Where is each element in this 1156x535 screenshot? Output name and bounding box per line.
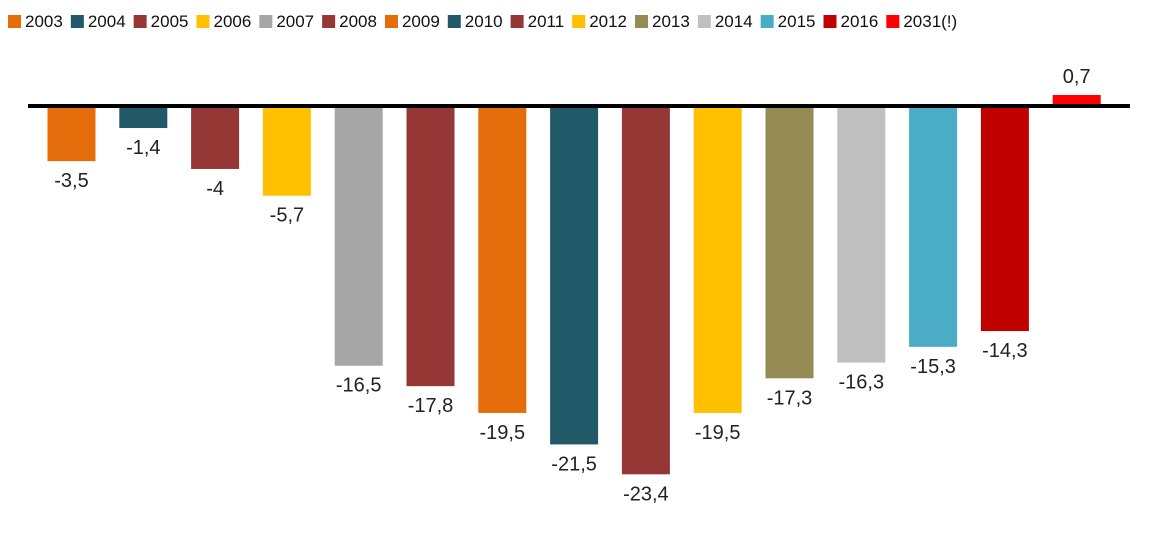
legend-label: 2009 — [402, 12, 440, 31]
legend-item-2010: 2010 — [448, 12, 503, 31]
data-label-2016: -14,3 — [982, 340, 1028, 362]
legend-item-2015: 2015 — [761, 12, 816, 31]
data-label-2011: -23,4 — [623, 483, 669, 505]
legend-label: 2012 — [589, 12, 627, 31]
data-label-2003: -3,5 — [54, 170, 88, 192]
bar-2008 — [407, 106, 455, 386]
legend-item-2008: 2008 — [322, 12, 377, 31]
legend-item-2005: 2005 — [134, 12, 189, 31]
data-label-2014: -16,3 — [839, 372, 885, 394]
chart-legend: 2003 2004 2005 2006 2007 2008 2009 2010 2011 2012… — [8, 12, 957, 31]
legend-item-2016: 2016 — [824, 12, 879, 31]
data-label-2009: -19,5 — [480, 422, 526, 444]
legend-label: 2014 — [715, 12, 753, 31]
data-label-2015: -15,3 — [910, 356, 956, 378]
bars-group — [48, 95, 1101, 474]
legend-item-2003: 2003 — [8, 12, 63, 31]
legend-label: 2004 — [88, 12, 126, 31]
bar-2012 — [694, 106, 742, 413]
legend-swatch — [448, 15, 461, 28]
legend-swatch — [698, 15, 711, 28]
data-label-2012: -19,5 — [695, 422, 741, 444]
bar-2005 — [191, 106, 239, 169]
bar-2006 — [263, 106, 311, 196]
legend-item-2013: 2013 — [635, 12, 690, 31]
bar-2009 — [478, 106, 526, 413]
legend-label: 2007 — [276, 12, 314, 31]
legend-label: 2015 — [778, 12, 816, 31]
data-label-2013: -17,3 — [767, 387, 813, 409]
legend-label: 2008 — [339, 12, 377, 31]
bar-2007 — [335, 106, 383, 366]
legend-swatch — [635, 15, 648, 28]
legend-label: 2011 — [528, 12, 565, 31]
data-label-2031: 0,7 — [1063, 66, 1091, 88]
legend-swatch — [322, 15, 335, 28]
legend-swatch — [761, 15, 774, 28]
data-label-2007: -16,5 — [336, 375, 382, 397]
legend-swatch — [259, 15, 272, 28]
data-label-2008: -17,8 — [408, 395, 454, 417]
legend-item-2031: 2031(!) — [886, 12, 957, 31]
bar-2013 — [766, 106, 814, 378]
bar-2011 — [622, 106, 670, 474]
bar-2004 — [119, 106, 167, 128]
legend-item-2014: 2014 — [698, 12, 753, 31]
legend-swatch — [572, 15, 585, 28]
data-label-2005: -4 — [206, 178, 224, 200]
bar-2010 — [550, 106, 598, 444]
legend-label: 2006 — [213, 12, 251, 31]
legend-item-2009: 2009 — [385, 12, 440, 31]
legend-item-2007: 2007 — [259, 12, 314, 31]
legend-swatch — [196, 15, 209, 28]
legend-swatch — [886, 15, 899, 28]
legend-item-2004: 2004 — [71, 12, 126, 31]
legend-swatch — [71, 15, 84, 28]
legend-swatch — [134, 15, 147, 28]
legend-label: 2016 — [841, 12, 879, 31]
bar-2003 — [48, 106, 96, 161]
legend-item-2012: 2012 — [572, 12, 627, 31]
legend-label: 2013 — [652, 12, 690, 31]
bar-2016 — [981, 106, 1029, 331]
bar-2014 — [837, 106, 885, 363]
legend-label: 2031(!) — [903, 12, 957, 31]
data-label-2004: -1,4 — [126, 137, 160, 159]
legend-swatch — [511, 15, 524, 28]
legend-swatch — [385, 15, 398, 28]
legend-swatch — [8, 15, 21, 28]
legend-item-2006: 2006 — [196, 12, 251, 31]
data-label-2010: -21,5 — [551, 453, 597, 475]
legend-swatch — [824, 15, 837, 28]
legend-item-2011: 2011 — [511, 12, 565, 31]
bar-2015 — [909, 106, 957, 347]
legend-label: 2010 — [465, 12, 503, 31]
legend-label: 2005 — [151, 12, 189, 31]
data-label-2006: -5,7 — [270, 205, 304, 227]
legend-label: 2003 — [25, 12, 63, 31]
